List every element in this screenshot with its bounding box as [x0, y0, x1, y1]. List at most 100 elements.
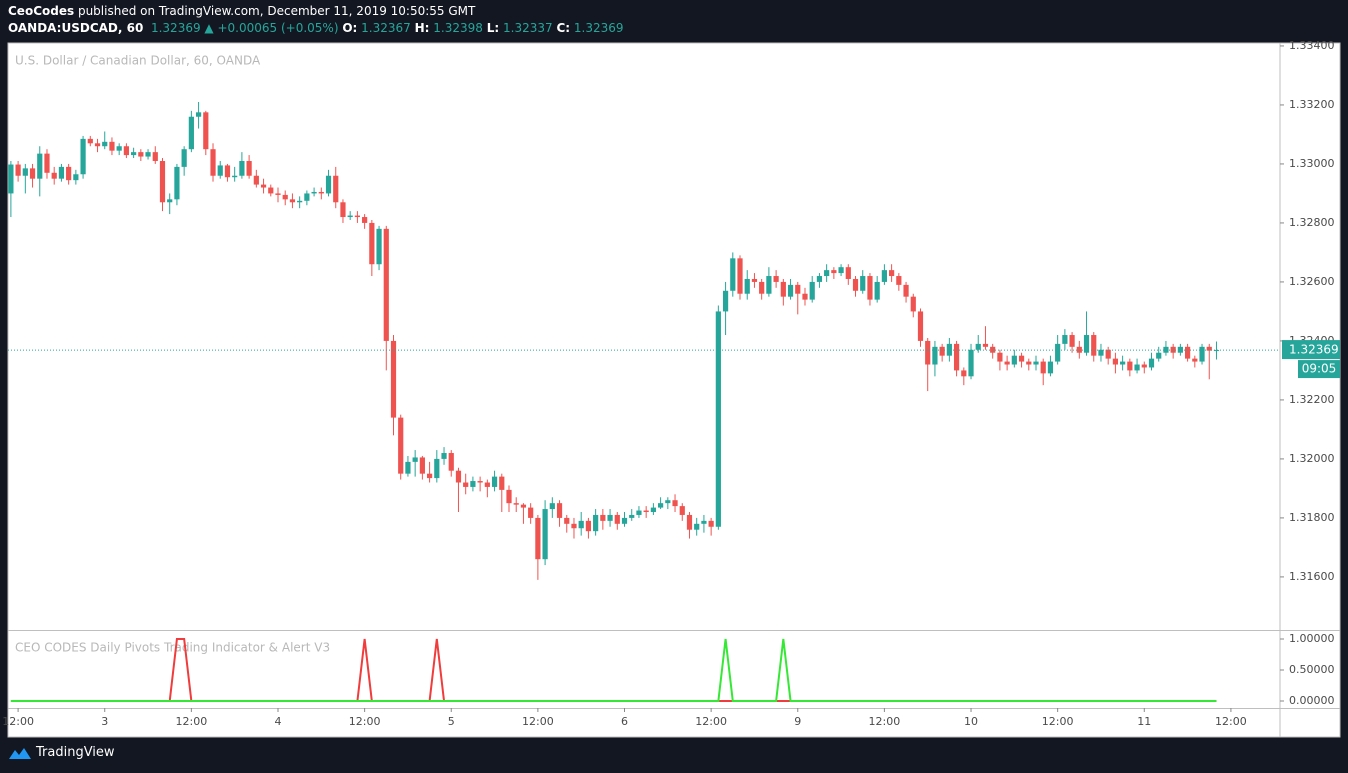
- candle-body: [975, 343, 981, 350]
- price-tag: [1282, 340, 1340, 360]
- candle-body: [8, 164, 14, 194]
- candle-body: [463, 482, 469, 487]
- candle-body: [275, 193, 281, 195]
- candle-body: [1026, 361, 1032, 365]
- candle-body: [499, 476, 505, 490]
- candle-body: [297, 200, 303, 203]
- candle-body: [116, 146, 122, 151]
- candle-body: [585, 520, 592, 532]
- candle-body: [787, 284, 794, 297]
- candle-body: [340, 202, 346, 218]
- candle-body: [932, 346, 938, 365]
- candle-body: [1141, 364, 1147, 368]
- y-tick-label: 1.33200: [1289, 98, 1335, 111]
- ohlc-label: C:: [556, 21, 571, 35]
- publish-info: published on TradingView.com, December 1…: [77, 4, 476, 18]
- candle-body: [181, 149, 187, 167]
- candle-body: [528, 507, 534, 518]
- candle-body: [1184, 346, 1191, 359]
- candle-body: [80, 138, 86, 175]
- candle-body: [1163, 346, 1169, 353]
- candle-body: [650, 507, 656, 513]
- candle-body: [621, 517, 628, 524]
- candle-body: [824, 270, 830, 277]
- candle-body: [448, 453, 454, 471]
- candle-body: [1170, 346, 1176, 353]
- publish-line: CeoCodes published on TradingView.com, D…: [8, 3, 624, 20]
- candle-body: [614, 514, 620, 524]
- candle-body: [159, 160, 166, 203]
- candle-body: [210, 149, 216, 176]
- candle-body: [426, 473, 433, 479]
- candle-body: [174, 166, 180, 200]
- candle-body: [1148, 358, 1155, 368]
- candle-body: [556, 503, 563, 518]
- candle-body: [1011, 355, 1017, 365]
- x-tick-label: 4: [274, 715, 281, 728]
- change: +0.00065 (+0.05%): [217, 21, 339, 35]
- candle-body: [715, 311, 721, 527]
- candle-body: [1177, 346, 1183, 353]
- candle-body: [953, 343, 960, 371]
- x-tick-label: 12:00: [869, 715, 901, 728]
- candle-body: [961, 370, 967, 377]
- ohlc-value: 1.32337: [503, 21, 553, 35]
- candle-body: [737, 258, 743, 294]
- candle-body: [1055, 343, 1061, 362]
- candle-body: [167, 199, 173, 203]
- candle-body: [571, 523, 577, 529]
- candle-body: [253, 175, 259, 185]
- candle-body: [795, 284, 801, 294]
- ohlc-label: O:: [342, 21, 358, 35]
- candle-body: [903, 284, 909, 297]
- candle-body: [730, 258, 736, 291]
- candle-body: [1033, 361, 1039, 365]
- candle-body: [470, 481, 476, 487]
- candle-body: [679, 506, 685, 515]
- candle-body: [1192, 358, 1198, 362]
- candle-body: [1083, 335, 1090, 353]
- author: CeoCodes: [8, 4, 75, 18]
- y-tick-label: 1.32800: [1289, 216, 1335, 229]
- candle-body: [239, 160, 245, 176]
- x-tick-label: 12:00: [1042, 715, 1074, 728]
- footer: TradingView: [8, 745, 115, 760]
- header: CeoCodes published on TradingView.com, D…: [8, 3, 624, 37]
- candle-body: [37, 153, 43, 179]
- candle-body: [968, 349, 974, 377]
- candle-body: [506, 489, 512, 504]
- candle-body: [333, 175, 339, 203]
- candle-body: [217, 165, 223, 176]
- candle-body: [549, 503, 555, 510]
- candle-body: [412, 457, 418, 462]
- candle-body: [1018, 355, 1025, 362]
- candle-body: [1120, 361, 1126, 365]
- candle-body: [1047, 361, 1054, 374]
- candle-body: [708, 520, 714, 527]
- chart-title: U.S. Dollar / Canadian Dollar, 60, OANDA: [15, 54, 261, 68]
- candle-body: [917, 311, 924, 341]
- symbol: OANDA:USDCAD, 60: [8, 21, 144, 35]
- candle-body: [1206, 346, 1212, 351]
- x-tick-label: 12:00: [1215, 715, 1247, 728]
- candle-body: [419, 457, 425, 474]
- y-tick-label: 1.33400: [1289, 39, 1335, 52]
- candle-body: [260, 184, 267, 188]
- candle-body: [109, 141, 115, 151]
- candle-body: [520, 504, 527, 508]
- x-tick-label: 12:00: [695, 715, 727, 728]
- candle-body: [44, 153, 50, 173]
- x-tick-label: 11: [1137, 715, 1151, 728]
- x-tick-label: 12:00: [176, 715, 208, 728]
- candle-body: [686, 514, 693, 530]
- candle-body: [58, 166, 65, 179]
- indicator-title: CEO CODES Daily Pivots Trading Indicator…: [15, 641, 330, 655]
- x-tick-label: 12:00: [522, 715, 554, 728]
- candle-body: [22, 168, 28, 176]
- candle-body: [376, 228, 382, 265]
- candle-body: [318, 191, 324, 194]
- candle-body: [997, 352, 1003, 362]
- candle-body: [751, 278, 758, 282]
- candle-body: [477, 481, 483, 483]
